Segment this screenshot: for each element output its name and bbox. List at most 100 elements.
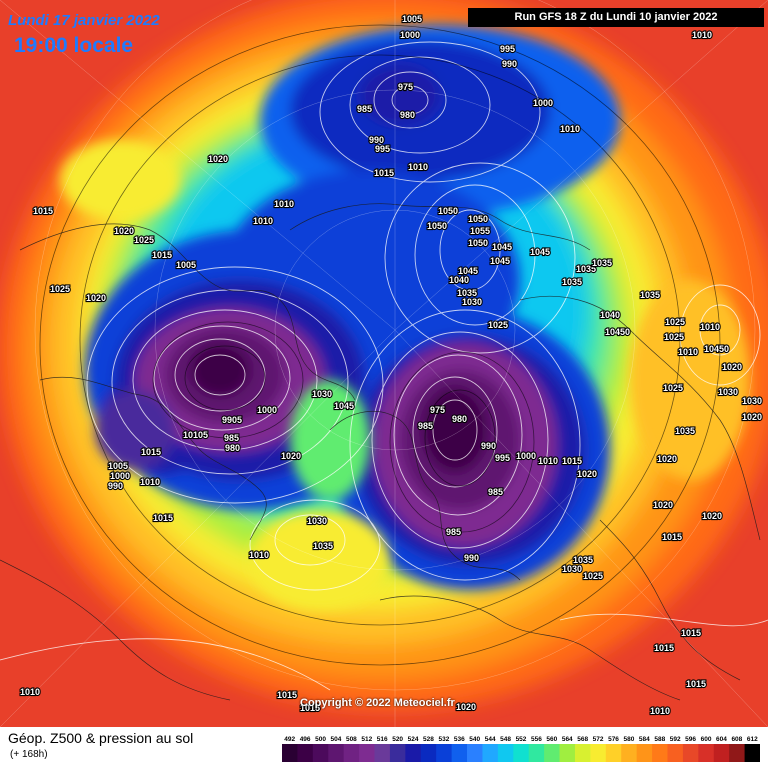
pressure-label: 1010: [692, 30, 712, 40]
pressure-label: 1020: [742, 412, 762, 422]
pressure-label: 1035: [313, 541, 333, 551]
pressure-label: 1025: [665, 317, 685, 327]
scale-value-label: 512: [361, 736, 372, 743]
scale-value-label: 592: [670, 736, 681, 743]
pressure-label: 985: [418, 421, 433, 431]
scale-value-label: 568: [577, 736, 588, 743]
pressure-label: 1045: [530, 247, 550, 257]
pressure-label: 1015: [152, 250, 172, 260]
pressure-label: 1020: [208, 154, 228, 164]
pressure-label: 1025: [134, 235, 154, 245]
pressure-label: 1050: [427, 221, 447, 231]
pressure-label: 1000: [257, 405, 277, 415]
pressure-label: 1010: [20, 687, 40, 697]
pressure-label: 1025: [488, 320, 508, 330]
scale-swatch: [559, 744, 576, 762]
pressure-label: 1015: [681, 628, 701, 638]
pressure-label: 1020: [281, 451, 301, 461]
pressure-label: 1010: [538, 456, 558, 466]
scale-value-label: 500: [315, 736, 326, 743]
pressure-label: 990: [464, 553, 479, 563]
scale-value-label: 516: [377, 736, 388, 743]
pressure-label: 1015: [277, 690, 297, 700]
geopotential-map: 1005100099599010109759859801000101099099…: [0, 0, 768, 727]
scale-value-label: 572: [593, 736, 604, 743]
scale-swatch: [744, 744, 760, 762]
scale-swatch: [544, 744, 560, 762]
scale-swatch: [605, 744, 622, 762]
pressure-label: 985: [488, 487, 503, 497]
pressure-label: 1050: [468, 214, 488, 224]
scale-swatch: [590, 744, 607, 762]
pressure-label: 985: [446, 527, 461, 537]
pressure-label: 1020: [114, 226, 134, 236]
pressure-label: 1050: [468, 238, 488, 248]
scale-swatch: [513, 744, 530, 762]
pressure-label: 1015: [374, 168, 394, 178]
pressure-label: 1035: [675, 426, 695, 436]
scale-swatch: [282, 744, 298, 762]
scale-swatch: [436, 744, 453, 762]
pressure-label: 1010: [678, 347, 698, 357]
scale-swatch: [729, 744, 745, 762]
pressure-label: 1015: [562, 456, 582, 466]
scale-swatch: [621, 744, 638, 762]
pressure-label: 1020: [86, 293, 106, 303]
pressure-label: 1035: [457, 288, 477, 298]
scale-swatch: [497, 744, 514, 762]
scale-value-label: 544: [485, 736, 496, 743]
pressure-label: 1020: [702, 511, 722, 521]
pressure-label: 995: [500, 44, 515, 54]
scale-swatch: [389, 744, 406, 762]
pressure-label: 1000: [516, 451, 536, 461]
pressure-label: 995: [495, 453, 510, 463]
scale-swatch: [467, 744, 483, 762]
legend-bar: Géop. Z500 & pression au sol (+ 168h) 49…: [0, 727, 768, 768]
pressure-label: 1020: [657, 454, 677, 464]
pressure-label: 1055: [470, 226, 490, 236]
pressure-label: 1045: [458, 266, 478, 276]
scale-swatch: [312, 744, 329, 762]
pressure-label: 1015: [33, 206, 53, 216]
scale-swatch: [359, 744, 375, 762]
legend-subtitle: (+ 168h): [10, 749, 48, 760]
pressure-label: 1020: [653, 500, 673, 510]
pressure-label: 1030: [462, 297, 482, 307]
pressure-label: 1000: [110, 471, 130, 481]
pressure-label: 1035: [576, 264, 596, 274]
scale-value-label: 540: [469, 736, 480, 743]
pressure-label: 990: [108, 481, 123, 491]
scale-swatch: [451, 744, 468, 762]
pressure-label: 1025: [664, 332, 684, 342]
pressure-label: 1015: [686, 679, 706, 689]
scale-swatch: [343, 744, 360, 762]
pressure-label: 10450: [605, 327, 630, 337]
scale-value-label: 564: [562, 736, 573, 743]
pressure-label: 1045: [334, 401, 354, 411]
scale-swatch: [405, 744, 422, 762]
pressure-label: 1000: [400, 30, 420, 40]
forecast-time: 19:00 locale: [14, 34, 134, 57]
scale-value-label: 596: [685, 736, 696, 743]
pressure-label: 1015: [662, 532, 682, 542]
coastlines: [0, 203, 761, 701]
scale-value-label: 520: [392, 736, 403, 743]
pressure-label: 1025: [50, 284, 70, 294]
pressure-label: 1010: [650, 706, 670, 716]
pressure-label: 1030: [307, 516, 327, 526]
pressure-label: 1045: [492, 242, 512, 252]
pressure-label: 1025: [663, 383, 683, 393]
pressure-label: 975: [398, 82, 413, 92]
scale-swatch: [652, 744, 668, 762]
forecast-date: Lundi 17 janvier 2022: [8, 12, 160, 29]
scale-value-label: 604: [716, 736, 727, 743]
scale-value-label: 608: [731, 736, 742, 743]
pressure-label: 1015: [300, 703, 320, 713]
scale-value-label: 552: [516, 736, 527, 743]
scale-swatch: [698, 744, 715, 762]
scale-value-label: 496: [300, 736, 311, 743]
pressure-label: 990: [502, 59, 517, 69]
scale-swatch: [328, 744, 345, 762]
pressure-label: 1010: [140, 477, 160, 487]
